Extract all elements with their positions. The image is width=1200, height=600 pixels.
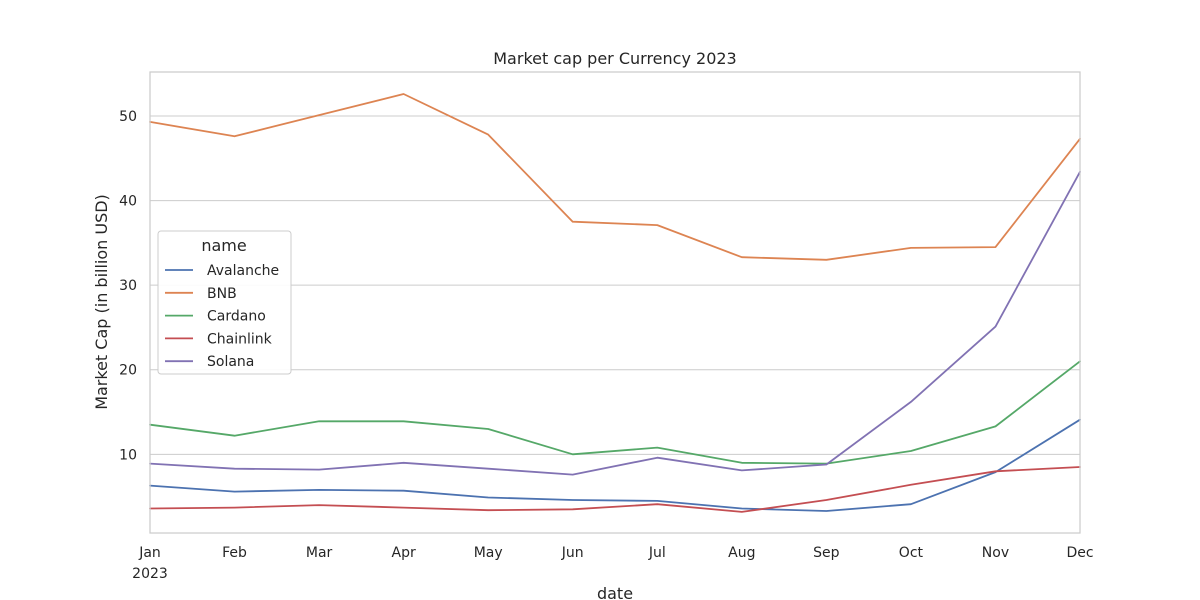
y-tick-label: 20 <box>119 363 137 379</box>
y-tick-label: 50 <box>119 109 137 125</box>
y-tick-label: 30 <box>119 278 137 294</box>
grid-lines <box>150 115 1080 455</box>
x-axis-label: date <box>597 584 633 600</box>
legend-items: Avalanche BNB Cardano Chainlink Solana <box>165 263 279 370</box>
x-tick-label: Nov <box>982 545 1009 561</box>
x-tick-label: Jul <box>648 545 666 561</box>
x-tick-label: Sep <box>813 545 840 561</box>
y-axis-label: Market Cap (in billion USD) <box>92 194 111 410</box>
legend-label-chainlink: Chainlink <box>207 331 273 347</box>
series-line-chainlink <box>149 466 1081 513</box>
legend-label-avalanche: Avalanche <box>207 263 279 279</box>
y-tick-label: 40 <box>119 194 137 210</box>
series-line-avalanche <box>149 418 1081 512</box>
y-axis-ticks: 10 20 30 40 50 <box>119 109 137 463</box>
y-tick-label: 10 <box>119 447 137 463</box>
series-line-bnb <box>149 93 1081 261</box>
x-tick-label: Oct <box>899 545 924 561</box>
chart-title: Market cap per Currency 2023 <box>493 49 736 68</box>
legend: name Avalanche BNB Cardano Chainlink Solana <box>157 230 292 375</box>
x-tick-label: May <box>474 545 503 561</box>
legend-label-bnb: BNB <box>207 286 237 302</box>
x-tick-label: Jun <box>561 545 584 561</box>
x-tick-label: Dec <box>1066 545 1093 561</box>
x-tick-label: Mar <box>306 545 333 561</box>
x-axis-ticks: Jan 2023 Feb Mar Apr May Jun Jul Aug Sep Oct Nov Dec <box>132 545 1093 582</box>
legend-title: name <box>201 236 246 255</box>
series-line-solana <box>149 170 1081 476</box>
x-tick-label: Jan 2023 <box>132 545 168 582</box>
legend-label-solana: Solana <box>207 354 254 370</box>
x-tick-label: Feb <box>222 545 247 561</box>
plot-area-frame <box>149 71 1081 534</box>
series-line-cardano <box>149 360 1081 465</box>
x-tick-label: Aug <box>728 545 755 561</box>
legend-label-cardano: Cardano <box>207 309 266 325</box>
series-lines <box>149 93 1081 513</box>
x-tick-label: Apr <box>392 545 416 561</box>
